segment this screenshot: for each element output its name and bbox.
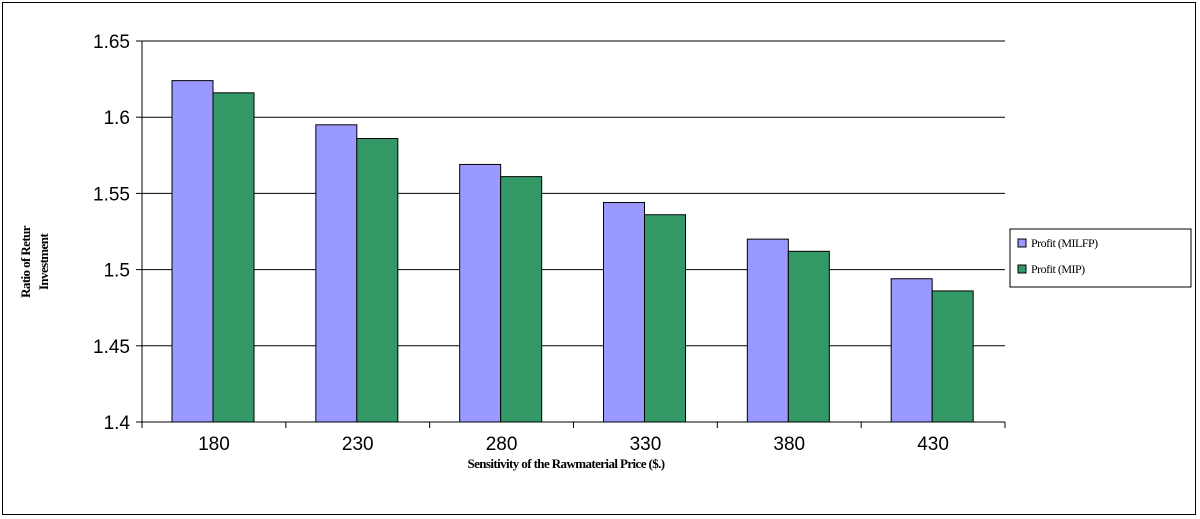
y-tick-label: 1.45 [93, 337, 130, 358]
bar-profit-mip-230 [356, 138, 399, 423]
bar-profit-milfp-230 [315, 124, 358, 423]
y-tick-label: 1.65 [93, 32, 130, 53]
bar-profit-mip-180 [212, 92, 255, 423]
y-axis-label: Ratio of Retur Investment [18, 225, 51, 298]
y-tick-label: 1.4 [104, 413, 131, 434]
bar-profit-milfp-380 [746, 238, 789, 423]
bar-profit-mip-280 [500, 176, 543, 423]
legend-swatch-profit-mip [1017, 264, 1027, 274]
bars [171, 80, 974, 423]
x-axis-label: Sensitivity of the Rawmaterial Price ($.… [467, 456, 664, 471]
y-tick-label: 1.6 [104, 108, 130, 129]
bar-profit-mip-380 [787, 250, 830, 423]
x-tick-label: 380 [773, 434, 805, 455]
x-tick-label: 330 [630, 434, 662, 455]
x-tick-label: 280 [486, 434, 518, 455]
bar-profit-milfp-330 [603, 202, 645, 423]
y-axis-label-line-2: Investment [36, 233, 51, 290]
bar-profit-milfp-280 [459, 163, 502, 423]
bar-profit-milfp-180 [171, 80, 214, 423]
y-tick-labels: 1.4 1.45 1.5 1.55 1.6 1.65 [93, 32, 142, 434]
y-tick-label: 1.5 [104, 261, 130, 282]
legend-swatch-profit-milfp [1017, 238, 1027, 248]
bar-profit-mip-330 [644, 214, 686, 423]
bar-profit-mip-430 [931, 290, 974, 423]
gridlines [142, 40, 1005, 347]
x-tick-label: 430 [917, 434, 949, 455]
x-tick-label: 180 [198, 434, 230, 455]
legend-label-profit-mip: Profit (MIP) [1031, 262, 1085, 276]
x-tick-label: 230 [342, 434, 374, 455]
x-tick-labels: 180 230 280 330 380 430 [141, 422, 1006, 455]
y-axis-label-line-1: Ratio of Retur [18, 225, 33, 298]
legend: Profit (MILFP) Profit (MIP) [1009, 228, 1192, 288]
axes [141, 41, 1005, 423]
legend-label-profit-milfp: Profit (MILFP) [1031, 236, 1098, 250]
bar-profit-milfp-430 [890, 278, 933, 423]
legend-box [1009, 228, 1192, 288]
y-tick-label: 1.55 [93, 184, 130, 205]
